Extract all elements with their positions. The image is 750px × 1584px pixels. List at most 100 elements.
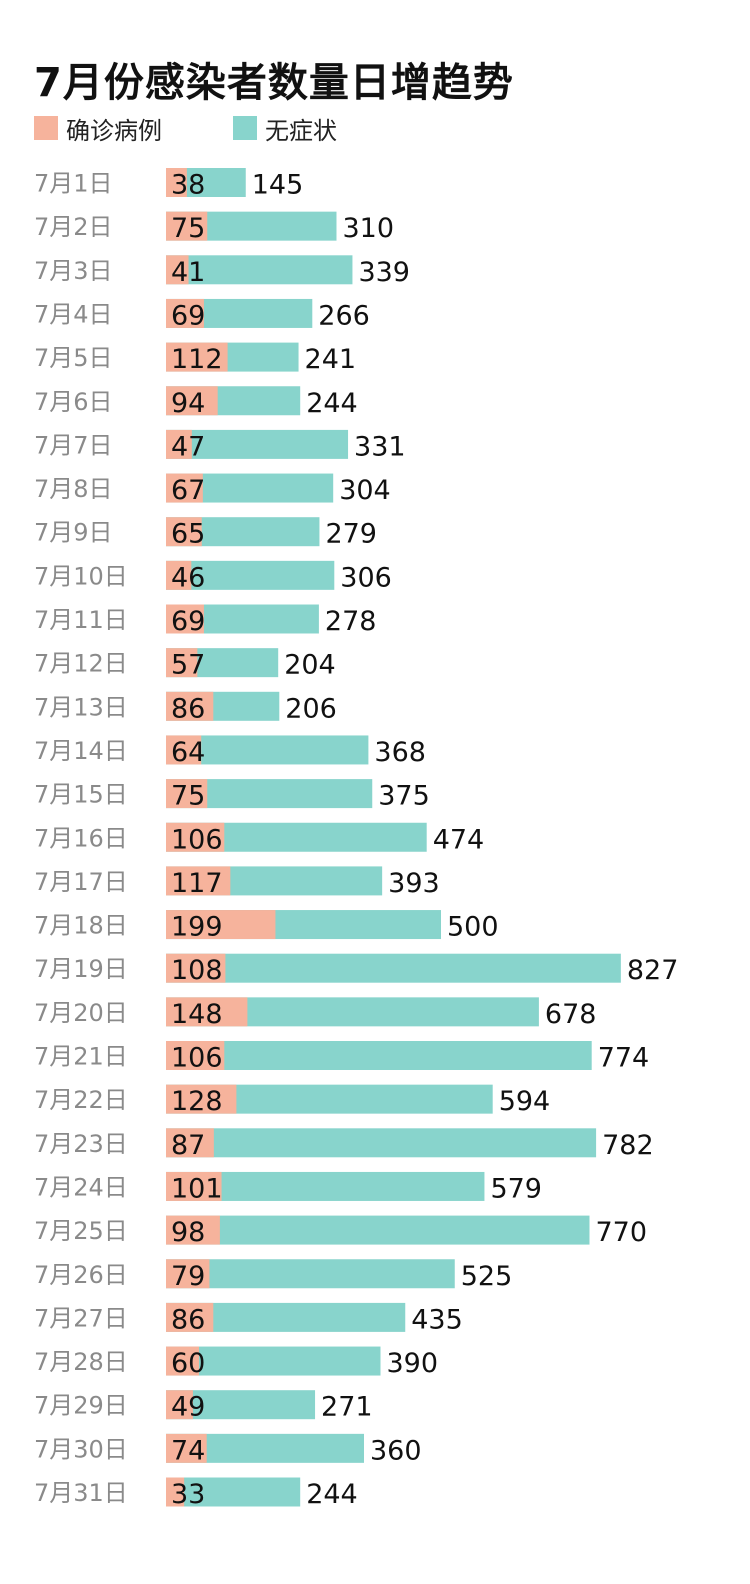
bar-confirmed <box>166 429 192 459</box>
bar-confirmed <box>166 1128 214 1158</box>
asymptomatic-value-label: 145 <box>252 170 304 201</box>
confirmed-value-label: 128 <box>171 1086 223 1117</box>
bar-confirmed <box>166 822 225 852</box>
legend-label-asymptomatic: 无症状 <box>265 116 337 145</box>
bar-row: 7月23日 87 782 <box>34 1128 654 1161</box>
bar-row: 7月20日 148 678 <box>34 997 596 1030</box>
confirmed-value-label: 47 <box>171 431 205 462</box>
bar-row: 7月12日 57 204 <box>34 648 336 681</box>
asymptomatic-value-label: 360 <box>370 1435 422 1466</box>
day-label: 7月2日 <box>34 213 113 241</box>
confirmed-value-label: 60 <box>171 1348 205 1379</box>
asymptomatic-value-label: 827 <box>627 955 679 986</box>
confirmed-value-label: 64 <box>171 737 205 768</box>
asymptomatic-value-label: 782 <box>602 1130 654 1161</box>
bar-confirmed <box>166 691 214 721</box>
bar-row: 7月24日 101 579 <box>34 1171 542 1204</box>
asymptomatic-value-label: 525 <box>461 1261 513 1292</box>
confirmed-value-label: 98 <box>171 1217 205 1248</box>
asymptomatic-value-label: 375 <box>378 781 430 812</box>
asymptomatic-value-label: 474 <box>433 824 485 855</box>
bar-row: 7月1日 38 145 <box>34 168 303 201</box>
day-label: 7月20日 <box>34 999 128 1027</box>
bar-row: 7月14日 64 368 <box>34 735 426 768</box>
confirmed-value-label: 46 <box>171 562 205 593</box>
confirmed-value-label: 79 <box>171 1261 205 1292</box>
asymptomatic-value-label: 579 <box>490 1173 542 1204</box>
asymptomatic-value-label: 500 <box>447 912 499 943</box>
asymptomatic-value-label: 390 <box>387 1348 439 1379</box>
bar-confirmed <box>166 255 189 285</box>
asymptomatic-value-label: 241 <box>305 344 357 375</box>
bar-confirmed <box>166 1041 225 1070</box>
bar-confirmed <box>166 953 226 983</box>
bar-row: 7月5日 112 241 <box>34 342 357 375</box>
bar-row: 7月18日 199 500 <box>34 910 499 943</box>
bar-confirmed <box>166 1302 214 1332</box>
confirmed-value-label: 49 <box>171 1392 205 1423</box>
chart-title: 7月份感染者数量日增趋势 <box>34 60 514 106</box>
bar-asymptomatic <box>166 1259 455 1289</box>
bar-confirmed <box>166 560 192 590</box>
asymptomatic-value-label: 331 <box>354 431 406 462</box>
bar-row: 7月22日 128 594 <box>34 1084 551 1117</box>
bar-confirmed <box>166 1477 185 1507</box>
asymptomatic-value-label: 435 <box>411 1304 463 1335</box>
bar-asymptomatic <box>166 1346 381 1376</box>
day-label: 7月22日 <box>34 1086 128 1114</box>
bar-confirmed <box>166 1390 193 1420</box>
asymptomatic-value-label: 244 <box>306 388 358 419</box>
confirmed-value-label: 94 <box>171 388 205 419</box>
bar-row: 7月15日 75 375 <box>34 779 430 812</box>
asymptomatic-value-label: 244 <box>306 1479 358 1510</box>
day-label: 7月21日 <box>34 1043 128 1071</box>
bar-asymptomatic <box>166 953 621 983</box>
bar-row: 7月7日 47 331 <box>34 429 406 462</box>
bar-asymptomatic <box>166 255 353 285</box>
asymptomatic-value-label: 278 <box>325 606 377 637</box>
confirmed-value-label: 106 <box>171 1043 223 1074</box>
asymptomatic-value-label: 774 <box>598 1043 650 1074</box>
bar-confirmed <box>166 298 204 328</box>
bar-confirmed <box>166 473 203 503</box>
confirmed-value-label: 148 <box>171 999 223 1030</box>
day-label: 7月8日 <box>34 475 113 503</box>
bar-row: 7月25日 98 770 <box>34 1215 647 1248</box>
bar-confirmed <box>166 1171 222 1201</box>
confirmed-value-label: 33 <box>171 1479 205 1510</box>
asymptomatic-value-label: 393 <box>388 868 440 899</box>
bar-row: 7月2日 75 310 <box>34 211 394 244</box>
confirmed-value-label: 75 <box>171 213 205 244</box>
asymptomatic-value-label: 279 <box>325 519 377 550</box>
confirmed-value-label: 38 <box>171 170 205 201</box>
day-label: 7月13日 <box>34 693 128 721</box>
bar-confirmed <box>166 910 276 940</box>
asymptomatic-value-label: 266 <box>318 300 370 331</box>
confirmed-value-label: 112 <box>171 344 223 375</box>
day-label: 7月31日 <box>34 1479 128 1507</box>
day-label: 7月10日 <box>34 562 128 590</box>
confirmed-value-label: 87 <box>171 1130 205 1161</box>
day-label: 7月7日 <box>34 431 113 459</box>
legend-swatch-confirmed <box>34 116 58 140</box>
bar-row: 7月28日 60 390 <box>34 1346 439 1379</box>
bar-confirmed <box>166 648 198 678</box>
bar-confirmed <box>166 517 202 547</box>
bar-confirmed <box>166 779 208 809</box>
asymptomatic-value-label: 678 <box>545 999 597 1030</box>
day-label: 7月24日 <box>34 1173 128 1201</box>
legend-item-asymptomatic: 无症状 <box>233 113 337 145</box>
bar-row: 7月27日 86 435 <box>34 1302 463 1335</box>
confirmed-value-label: 57 <box>171 650 205 681</box>
bar-asymptomatic <box>166 1128 597 1158</box>
day-label: 7月16日 <box>34 824 128 852</box>
bar-row: 7月30日 74 360 <box>34 1433 422 1466</box>
day-label: 7月18日 <box>34 912 128 940</box>
confirmed-value-label: 108 <box>171 955 223 986</box>
bar-confirmed <box>166 1259 210 1289</box>
bar-row: 7月16日 106 474 <box>34 822 485 855</box>
asymptomatic-value-label: 594 <box>499 1086 551 1117</box>
day-label: 7月5日 <box>34 344 113 372</box>
day-label: 7月30日 <box>34 1435 128 1463</box>
